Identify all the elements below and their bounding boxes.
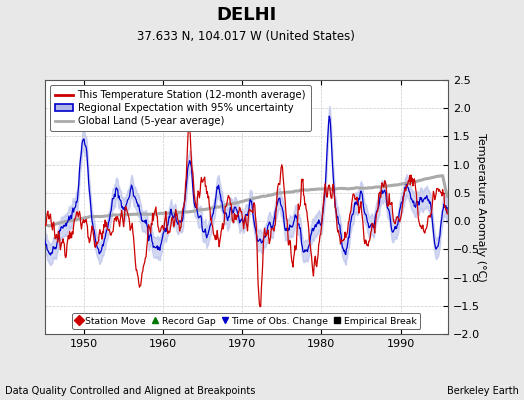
Text: DELHI: DELHI	[216, 6, 276, 24]
Text: 37.633 N, 104.017 W (United States): 37.633 N, 104.017 W (United States)	[137, 30, 355, 43]
Y-axis label: Temperature Anomaly (°C): Temperature Anomaly (°C)	[476, 133, 486, 281]
Text: Berkeley Earth: Berkeley Earth	[447, 386, 519, 396]
Text: Data Quality Controlled and Aligned at Breakpoints: Data Quality Controlled and Aligned at B…	[5, 386, 256, 396]
Legend: Station Move, Record Gap, Time of Obs. Change, Empirical Break: Station Move, Record Gap, Time of Obs. C…	[72, 313, 420, 329]
